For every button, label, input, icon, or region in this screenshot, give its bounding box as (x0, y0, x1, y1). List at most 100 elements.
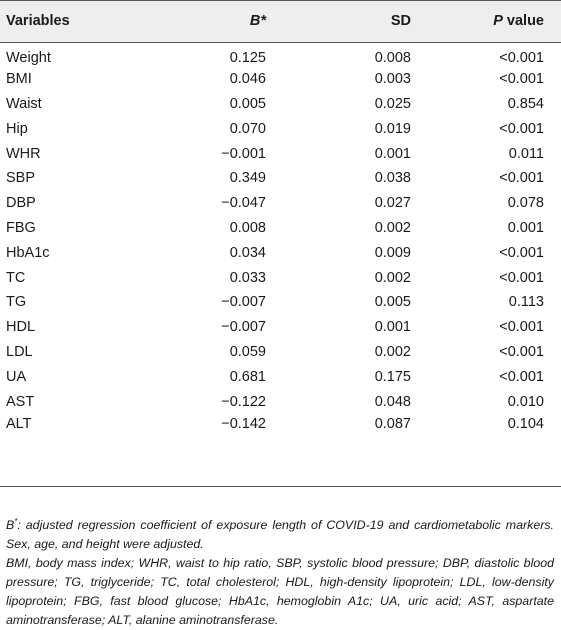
cell-p-value: <0.001 (499, 368, 544, 385)
cell-sd: 0.002 (374, 269, 411, 286)
cell-variable: WHR (6, 145, 41, 162)
cell-b: −0.001 (221, 145, 266, 162)
cell-b: 0.046 (229, 71, 266, 88)
table-row: Waist 0.005 0.025 0.854 (0, 92, 561, 117)
table-row: TC 0.033 0.002 <0.001 (0, 265, 561, 290)
header-p-rest: value (502, 13, 544, 29)
cell-sd: 0.002 (374, 343, 411, 360)
cell-variable: LDL (6, 343, 33, 360)
cell-b: −0.007 (221, 294, 266, 311)
table-row: SBP 0.349 0.038 <0.001 (0, 166, 561, 191)
cell-b: 0.005 (229, 95, 266, 112)
cell-p-value: <0.001 (499, 170, 544, 187)
cell-variable: UA (6, 368, 27, 385)
cell-p-value: <0.001 (499, 71, 544, 88)
cell-b: 0.008 (229, 219, 266, 236)
cell-variable: Hip (6, 120, 28, 137)
cell-b: 0.059 (229, 343, 266, 360)
cell-sd: 0.009 (374, 244, 411, 261)
cell-variable: FBG (6, 219, 36, 236)
table-row: BMI 0.046 0.003 <0.001 (0, 67, 561, 92)
cell-sd: 0.001 (374, 145, 411, 162)
cell-p-value: 0.104 (507, 416, 544, 433)
cell-b: 0.349 (229, 170, 266, 187)
header-variables: Variables (6, 13, 70, 29)
cell-p-value: 0.113 (508, 294, 544, 311)
cell-p-value: 0.854 (507, 95, 544, 112)
cell-variable: DBP (6, 195, 36, 212)
cell-p-value: 0.078 (507, 195, 544, 212)
table-row: HDL −0.007 0.001 <0.001 (0, 315, 561, 340)
cell-sd: 0.005 (374, 294, 411, 311)
table-row: TG −0.007 0.005 0.113 (0, 290, 561, 315)
footnote-text: : adjusted regression coefficient of exp… (6, 518, 554, 551)
cell-p-value: 0.001 (507, 219, 544, 236)
cell-p-value: <0.001 (499, 319, 544, 336)
cell-p-value: 0.011 (508, 145, 544, 162)
cell-b: 0.033 (229, 269, 266, 286)
cell-sd: 0.175 (374, 368, 411, 385)
cell-b: 0.034 (229, 244, 266, 261)
table-row: WHR −0.001 0.001 0.011 (0, 141, 561, 166)
cell-sd: 0.025 (374, 95, 411, 112)
table-notes: B*: adjusted regression coefficient of e… (6, 516, 554, 630)
cell-variable: BMI (6, 71, 32, 88)
bottom-rule (0, 486, 561, 487)
table-row: FBG 0.008 0.002 0.001 (0, 216, 561, 241)
cell-b: −0.047 (221, 195, 266, 212)
cell-p-value: <0.001 (499, 269, 544, 286)
table-body: Weight 0.125 0.008 <0.001 BMI 0.046 0.003 <0.00… (0, 42, 561, 439)
header-b: B* (249, 13, 266, 29)
cell-sd: 0.038 (374, 170, 411, 187)
cell-b: −0.007 (221, 319, 266, 336)
footnote-symbol: B (6, 518, 15, 532)
cell-b: 0.125 (229, 50, 266, 67)
header-p-value: P value (411, 0, 561, 42)
cell-variable: TC (6, 269, 26, 286)
cell-sd: 0.027 (374, 195, 411, 212)
footnote: B*: adjusted regression coefficient of e… (6, 516, 554, 554)
cell-sd: 0.008 (374, 50, 411, 67)
cell-p-value: <0.001 (499, 244, 544, 261)
table-row: DBP −0.047 0.027 0.078 (0, 191, 561, 216)
footnote-star: * (14, 516, 18, 526)
cell-variable: Waist (6, 95, 42, 112)
cell-variable: SBP (6, 170, 36, 187)
cell-variable: Weight (6, 50, 51, 67)
top-rule (0, 0, 561, 1)
abbreviations: BMI, body mass index; WHR, waist to hip … (6, 556, 554, 627)
cell-variable: ALT (6, 416, 32, 433)
cell-p-value: <0.001 (499, 50, 544, 67)
cell-sd: 0.003 (374, 71, 411, 88)
cell-sd: 0.001 (374, 319, 411, 336)
cell-sd: 0.002 (374, 219, 411, 236)
cell-p-value: <0.001 (499, 343, 544, 360)
cell-sd: 0.087 (374, 416, 411, 433)
table-row: LDL 0.059 0.002 <0.001 (0, 340, 561, 365)
header-sd: SD (390, 13, 411, 29)
cell-sd: 0.048 (374, 393, 411, 410)
cell-variable: HDL (6, 319, 36, 336)
cell-b: 0.681 (229, 368, 266, 385)
table-row: Weight 0.125 0.008 <0.001 (0, 42, 561, 67)
cell-p-value: <0.001 (499, 120, 544, 137)
table-row: Hip 0.070 0.019 <0.001 (0, 116, 561, 141)
table-row: AST −0.122 0.048 0.010 (0, 389, 561, 414)
header-p-symbol: P (493, 13, 503, 29)
cell-b: −0.142 (221, 416, 266, 433)
table-header: Variables B* SD P value (0, 0, 561, 42)
cell-b: −0.122 (221, 393, 266, 410)
header-rule (0, 42, 561, 43)
cell-variable: HbA1c (6, 244, 50, 261)
table-row: HbA1c 0.034 0.009 <0.001 (0, 240, 561, 265)
table-row: UA 0.681 0.175 <0.001 (0, 364, 561, 389)
cell-variable: AST (6, 393, 35, 410)
table-row: ALT −0.142 0.087 0.104 (0, 414, 561, 439)
cell-b: 0.070 (229, 120, 266, 137)
results-table: Variables B* SD P value Weight 0.125 0.008… (0, 0, 561, 439)
cell-variable: TG (6, 294, 27, 311)
cell-sd: 0.019 (374, 120, 411, 137)
header-row: Variables B* SD P value (0, 0, 561, 42)
cell-p-value: 0.010 (507, 393, 544, 410)
